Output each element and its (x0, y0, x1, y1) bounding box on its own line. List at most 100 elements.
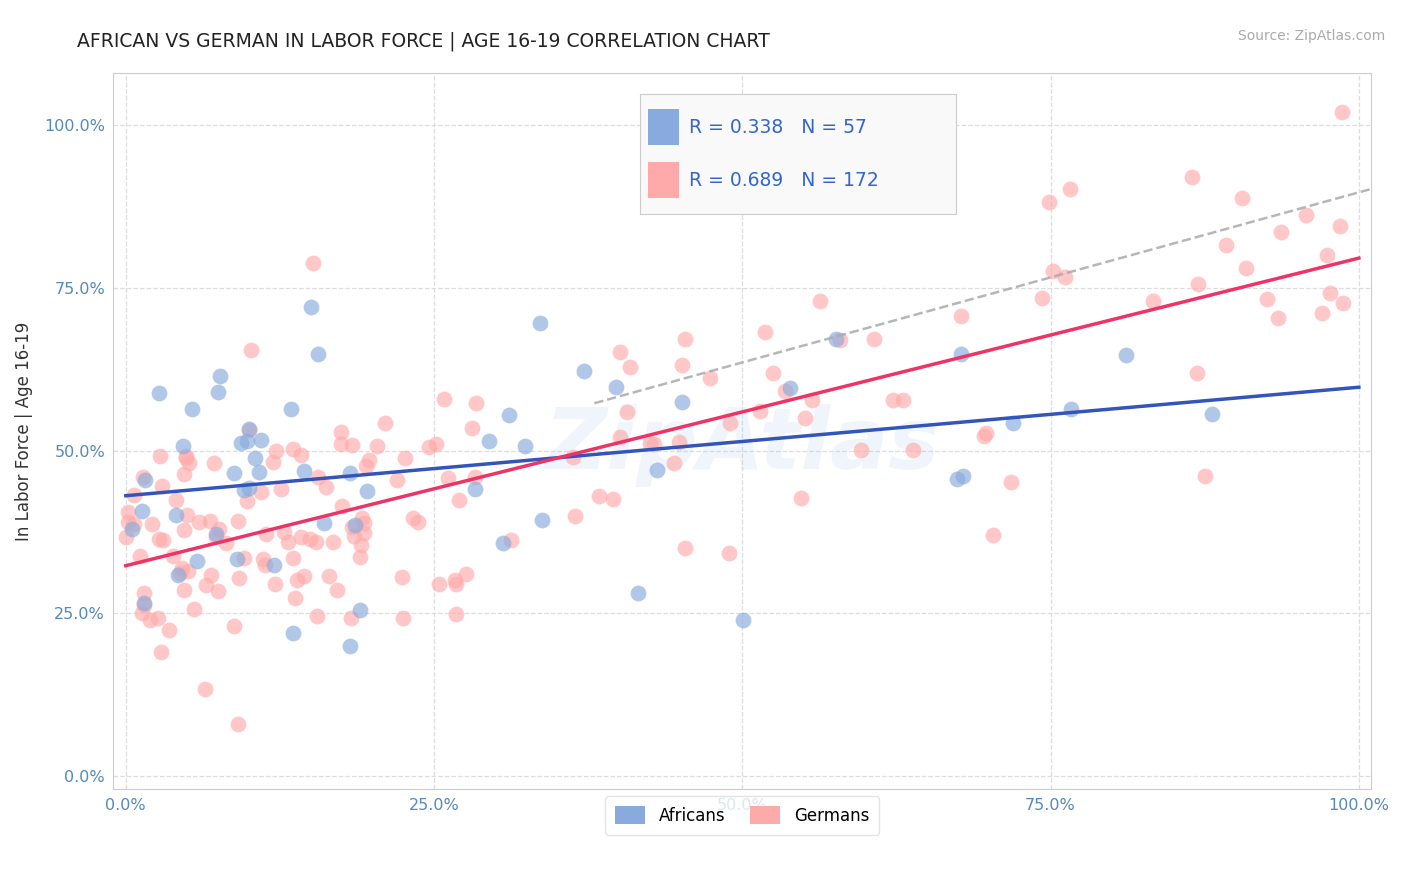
Point (492, 535, 515, 549)
Point (356, 483, 378, 498)
Point (173, 467, 195, 481)
Point (315, 481, 337, 495)
Point (564, 508, 586, 523)
Point (181, 401, 204, 416)
Text: AFRICAN VS GERMAN IN LABOR FORCE | AGE 16-19 CORRELATION CHART: AFRICAN VS GERMAN IN LABOR FORCE | AGE 1… (77, 31, 770, 51)
Point (194, 578, 217, 592)
Point (425, 436, 447, 450)
Y-axis label: In Labor Force | Age 16-19: In Labor Force | Age 16-19 (15, 321, 32, 541)
Point (671, 395, 693, 409)
Point (307, 346, 329, 360)
Point (264, 444, 287, 458)
Point (973, 429, 995, 443)
Point (238, 423, 260, 437)
Point (349, 603, 371, 617)
Point (974, 426, 997, 441)
Point (790, 491, 813, 506)
Point (668, 434, 690, 449)
Point (643, 437, 665, 451)
Point (1236, 260, 1258, 275)
Point (117, 505, 139, 519)
Point (1329, 219, 1351, 233)
Point (1060, 402, 1083, 417)
Point (121, 522, 143, 536)
Point (152, 533, 174, 547)
Point (305, 534, 328, 549)
Point (236, 434, 259, 449)
Point (436, 471, 458, 485)
Point (1232, 192, 1254, 206)
Point (357, 453, 380, 467)
Point (891, 392, 914, 407)
Point (250, 433, 273, 447)
Point (949, 309, 972, 323)
Point (1194, 468, 1216, 483)
Point (292, 568, 315, 582)
Point (215, 536, 238, 550)
Point (602, 491, 624, 506)
Point (339, 639, 361, 653)
Point (402, 511, 425, 525)
Point (252, 552, 274, 566)
Point (177, 564, 200, 578)
Point (456, 566, 478, 581)
Point (302, 256, 325, 270)
Point (114, 530, 136, 544)
Point (433, 392, 456, 406)
Point (284, 591, 307, 606)
Point (1031, 291, 1053, 305)
Point (1295, 208, 1317, 222)
Point (132, 598, 155, 612)
Point (1115, 348, 1137, 362)
Point (952, 468, 974, 483)
Point (250, 484, 273, 499)
Point (222, 466, 245, 480)
Point (292, 464, 315, 478)
Point (173, 523, 195, 537)
Point (131, 470, 153, 484)
Point (498, 408, 520, 422)
Point (167, 567, 190, 582)
Point (427, 576, 450, 591)
Point (232, 483, 254, 498)
Point (173, 583, 195, 598)
Point (779, 381, 801, 395)
Point (664, 457, 686, 471)
Point (1142, 294, 1164, 309)
Point (561, 450, 583, 464)
Point (352, 510, 374, 524)
Point (134, 473, 156, 487)
Point (464, 396, 486, 410)
Point (531, 513, 554, 527)
Point (673, 332, 696, 346)
Point (157, 623, 180, 637)
Point (208, 522, 231, 536)
Point (165, 492, 187, 507)
Point (238, 481, 260, 495)
Point (193, 681, 215, 696)
Point (117, 515, 139, 529)
Point (132, 596, 155, 610)
Legend: Africans, Germans: Africans, Germans (606, 797, 879, 835)
Point (773, 384, 796, 399)
Point (170, 560, 193, 574)
Point (354, 458, 377, 473)
Point (605, 380, 627, 394)
Point (174, 450, 197, 465)
Point (273, 525, 295, 540)
Point (169, 566, 191, 581)
Point (394, 450, 416, 465)
Point (444, 577, 467, 591)
Point (141, 516, 163, 531)
Point (645, 463, 668, 477)
Point (148, 533, 170, 547)
Point (290, 530, 312, 544)
Point (305, 609, 328, 624)
Point (183, 601, 205, 615)
Point (283, 626, 305, 640)
Point (149, 450, 172, 464)
Point (172, 439, 194, 453)
Point (1201, 407, 1223, 421)
Point (800, 393, 823, 408)
Point (749, 404, 772, 418)
